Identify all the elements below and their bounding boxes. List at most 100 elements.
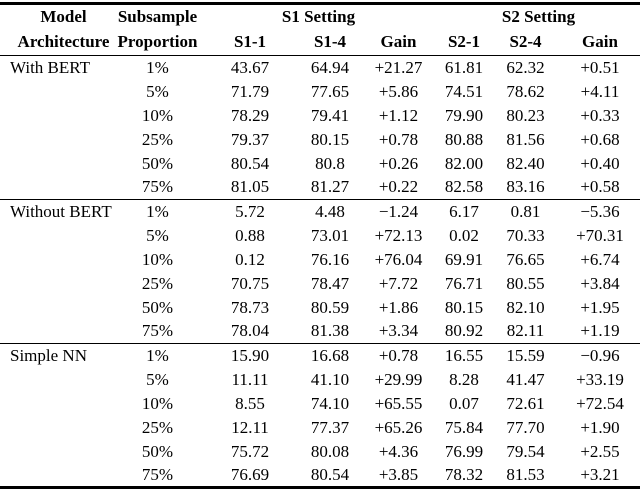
cell-s2-gain: +3.21 bbox=[580, 464, 620, 484]
cell-s2-1: 0.07 bbox=[449, 393, 479, 413]
cell-s2-1: 79.90 bbox=[444, 105, 484, 125]
table-row: 50% 75.72 80.08 +4.36 76.99 79.54 +2.55 bbox=[0, 440, 640, 464]
cell-s2-1: 0.02 bbox=[449, 225, 479, 245]
cell-s2-4: 72.61 bbox=[506, 393, 545, 413]
cell-proportion: 50% bbox=[141, 153, 174, 173]
cell-proportion: 75% bbox=[141, 321, 174, 341]
cell-s2-4: 70.33 bbox=[506, 225, 545, 245]
cell-s2-4: 77.70 bbox=[506, 417, 545, 437]
cell-proportion: 75% bbox=[141, 464, 174, 484]
table-row: 50% 78.73 80.59 +1.86 80.15 82.10 +1.95 bbox=[0, 296, 640, 320]
cell-s2-4: 81.56 bbox=[506, 129, 545, 149]
cell-s1-1: 8.55 bbox=[235, 393, 265, 413]
header-s2-gain: Gain bbox=[582, 32, 618, 52]
cell-s1-1: 76.69 bbox=[230, 464, 270, 484]
cell-s2-4: 82.11 bbox=[506, 321, 545, 341]
table-row: 50% 80.54 80.8 +0.26 82.00 82.40 +0.40 bbox=[0, 152, 640, 176]
cell-s2-1: 82.58 bbox=[444, 177, 484, 197]
table-group: With BERT 1% 43.67 64.94 +21.27 61.81 62.32 +0.… bbox=[0, 55, 640, 200]
cell-proportion: 50% bbox=[141, 297, 174, 317]
cell-s2-gain: +3.84 bbox=[580, 273, 620, 293]
table-header: Model Subsample S1 Setting S2 Setting Ar… bbox=[0, 4, 640, 56]
table-row: 75% 76.69 80.54 +3.85 78.32 81.53 +3.21 bbox=[0, 464, 640, 488]
cell-s2-1: 78.32 bbox=[444, 464, 484, 484]
cell-s1-4: 41.10 bbox=[310, 369, 350, 389]
cell-s1-4: 81.27 bbox=[310, 177, 350, 197]
table-group: Simple NN 1% 15.90 16.68 +0.78 16.55 15.59 −0.9… bbox=[0, 343, 640, 488]
cell-proportion: 25% bbox=[141, 273, 174, 293]
cell-s1-4: 80.8 bbox=[315, 153, 345, 173]
cell-s1-1: 79.37 bbox=[230, 129, 270, 149]
table-row: 25% 12.11 77.37 +65.26 75.84 77.70 +1.90 bbox=[0, 416, 640, 440]
table-row: 5% 11.11 41.10 +29.99 8.28 41.47 +33.19 bbox=[0, 368, 640, 392]
header-model: Model bbox=[40, 7, 87, 27]
cell-s1-1: 43.67 bbox=[230, 57, 270, 77]
cell-s2-4: 0.81 bbox=[510, 201, 541, 221]
cell-proportion: 5% bbox=[146, 81, 169, 101]
cell-s1-4: 78.47 bbox=[310, 273, 350, 293]
cell-s1-4: 77.65 bbox=[310, 81, 350, 101]
cell-s1-1: 81.05 bbox=[230, 177, 270, 197]
cell-s1-4: 16.68 bbox=[310, 345, 350, 365]
cell-s1-4: 81.38 bbox=[310, 321, 350, 341]
cell-s2-gain: +0.68 bbox=[580, 129, 620, 149]
cell-s1-4: 73.01 bbox=[310, 225, 350, 245]
table-row: 5% 71.79 77.65 +5.86 74.51 78.62 +4.11 bbox=[0, 80, 640, 104]
cell-s2-4: 41.47 bbox=[506, 369, 545, 389]
cell-s2-1: 74.51 bbox=[444, 81, 484, 101]
cell-s1-gain: +0.26 bbox=[378, 153, 419, 173]
cell-s1-gain: +72.13 bbox=[374, 225, 423, 245]
cell-s2-gain: +0.58 bbox=[580, 177, 620, 197]
cell-s2-gain: +0.51 bbox=[580, 57, 620, 77]
table-row: 10% 8.55 74.10 +65.55 0.07 72.61 +72.54 bbox=[0, 392, 640, 416]
cell-s2-4: 76.65 bbox=[506, 249, 545, 269]
cell-s1-1: 78.29 bbox=[230, 105, 270, 125]
cell-s2-4: 80.55 bbox=[506, 273, 545, 293]
cell-s2-4: 62.32 bbox=[506, 57, 545, 77]
cell-s1-gain: +0.22 bbox=[378, 177, 419, 197]
cell-s2-gain: +4.11 bbox=[580, 81, 620, 101]
cell-s2-gain: −5.36 bbox=[580, 201, 620, 221]
cell-s1-1: 70.75 bbox=[230, 273, 270, 293]
table-row: With BERT 1% 43.67 64.94 +21.27 61.81 62.32 +0.… bbox=[0, 56, 640, 80]
header-s2-1: S2-1 bbox=[447, 32, 481, 52]
table-row: Simple NN 1% 15.90 16.68 +0.78 16.55 15.59 −0.9… bbox=[0, 344, 640, 368]
table-row: 25% 79.37 80.15 +0.78 80.88 81.56 +0.68 bbox=[0, 128, 640, 152]
table-row: 75% 81.05 81.27 +0.22 82.58 83.16 +0.58 bbox=[0, 176, 640, 200]
table-row: 75% 78.04 81.38 +3.34 80.92 82.11 +1.19 bbox=[0, 320, 640, 344]
row-group-label: Without BERT bbox=[10, 202, 112, 221]
cell-s1-4: 77.37 bbox=[310, 417, 350, 437]
results-table: Model Subsample S1 Setting S2 Setting Ar… bbox=[0, 2, 640, 489]
cell-s2-1: 76.71 bbox=[444, 273, 484, 293]
cell-s2-gain: +70.31 bbox=[576, 225, 624, 245]
cell-s2-1: 69.91 bbox=[444, 249, 484, 269]
cell-s2-4: 82.40 bbox=[506, 153, 545, 173]
cell-s1-1: 0.88 bbox=[235, 225, 265, 245]
cell-s2-gain: +2.55 bbox=[580, 441, 620, 461]
cell-s2-1: 8.28 bbox=[449, 369, 479, 389]
cell-s2-4: 82.10 bbox=[506, 297, 545, 317]
cell-s2-1: 82.00 bbox=[444, 153, 484, 173]
cell-s2-4: 79.54 bbox=[506, 441, 545, 461]
cell-s2-gain: +6.74 bbox=[580, 249, 620, 269]
cell-s2-1: 80.92 bbox=[444, 321, 484, 341]
header-architecture: Architecture bbox=[17, 32, 110, 52]
header-row-2: Architecture Proportion S1-1 S1-4 Gain S… bbox=[0, 30, 640, 56]
header-row-1: Model Subsample S1 Setting S2 Setting bbox=[0, 4, 640, 30]
cell-s1-gain: −1.24 bbox=[378, 201, 419, 221]
cell-s1-4: 4.48 bbox=[315, 201, 345, 221]
cell-proportion: 1% bbox=[146, 345, 169, 365]
cell-s1-4: 80.08 bbox=[310, 441, 350, 461]
cell-s1-1: 5.72 bbox=[235, 201, 265, 221]
table-row: 10% 78.29 79.41 +1.12 79.90 80.23 +0.33 bbox=[0, 104, 640, 128]
header-s1-gain: Gain bbox=[380, 32, 417, 52]
cell-proportion: 25% bbox=[141, 417, 174, 437]
table-row: 10% 0.12 76.16 +76.04 69.91 76.65 +6.74 bbox=[0, 248, 640, 272]
cell-proportion: 10% bbox=[141, 393, 174, 413]
cell-s2-4: 78.62 bbox=[506, 81, 545, 101]
cell-s2-4: 80.23 bbox=[506, 105, 545, 125]
cell-s2-1: 75.84 bbox=[444, 417, 484, 437]
cell-proportion: 10% bbox=[141, 249, 174, 269]
cell-s1-gain: +0.78 bbox=[378, 129, 419, 149]
cell-proportion: 5% bbox=[146, 369, 169, 389]
